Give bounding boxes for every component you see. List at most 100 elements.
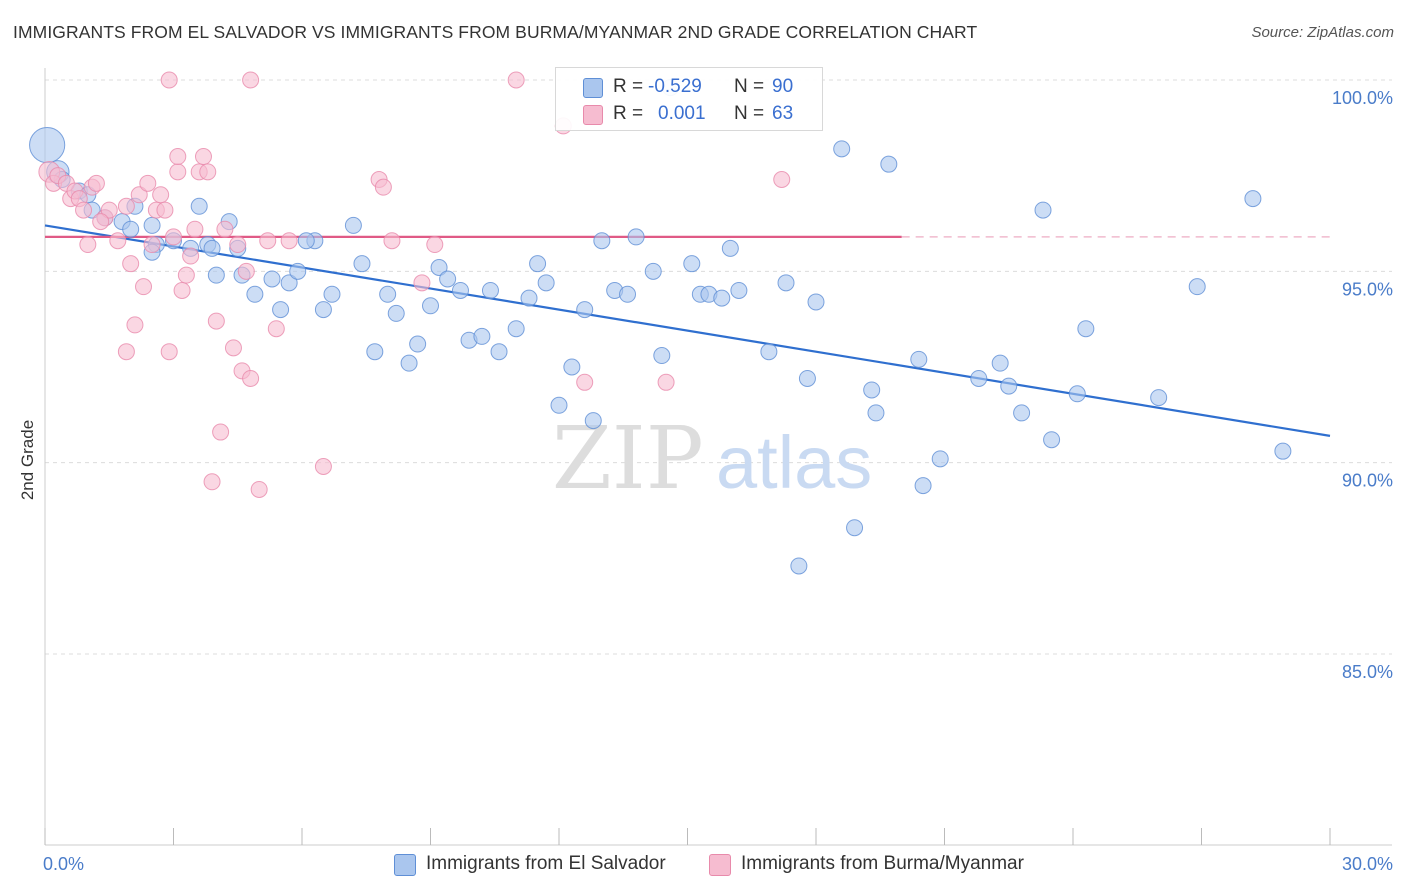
- point-burma-myanmar: [143, 236, 161, 254]
- point-burma-myanmar: [165, 228, 182, 246]
- point-burma-myanmar: [109, 232, 127, 250]
- point-burma-myanmar: [576, 373, 594, 391]
- point-el-salvador: [344, 216, 362, 234]
- point-el-salvador: [537, 274, 555, 292]
- point-burma-myanmar: [87, 174, 105, 192]
- point-el-salvador: [730, 281, 748, 299]
- point-el-salvador: [1274, 442, 1292, 460]
- trend-line-el-salvador: [44, 224, 1331, 437]
- point-el-salvador: [473, 327, 491, 345]
- point-el-salvador: [721, 239, 739, 257]
- point-el-salvador: [1077, 320, 1095, 338]
- legend-n-label: N =: [734, 76, 765, 97]
- chart-title: IMMIGRANTS FROM EL SALVADOR VS IMMIGRANT…: [13, 22, 978, 42]
- point-el-salvador: [584, 412, 602, 430]
- y-tick-labels: 85.0% 90.0% 95.0% 100.0%: [1332, 88, 1393, 682]
- point-el-salvador: [400, 354, 418, 372]
- point-el-salvador: [430, 259, 448, 277]
- point-burma-myanmar: [267, 320, 285, 338]
- legend-r-label: R =: [613, 76, 644, 97]
- point-burma-myanmar: [203, 473, 221, 491]
- legend-n-value: 90: [772, 76, 794, 97]
- point-el-salvador: [1034, 201, 1052, 219]
- point-el-salvador: [314, 301, 332, 319]
- legend-swatch-blue: [583, 78, 603, 98]
- point-el-salvador: [143, 216, 161, 234]
- point-el-salvador: [207, 266, 225, 284]
- point-burma-myanmar: [130, 186, 148, 204]
- legend-row-blue: R = -0.529 N = 90: [556, 74, 822, 100]
- point-burma-myanmar: [160, 71, 178, 89]
- y-axis-title: 2nd Grade: [18, 420, 37, 500]
- point-burma-myanmar: [122, 255, 140, 273]
- bottom-legend-swatch-pink: [709, 854, 731, 876]
- bottom-legend-label-blue: Immigrants from El Salvador: [426, 853, 666, 874]
- point-burma-myanmar: [186, 220, 204, 238]
- point-el-salvador: [970, 369, 988, 387]
- point-el-salvador: [777, 274, 795, 292]
- point-el-salvador: [550, 396, 568, 414]
- trend-lines: [44, 224, 1331, 437]
- y-tick-label: 90.0%: [1342, 471, 1393, 491]
- point-el-salvador: [863, 381, 881, 399]
- point-el-salvador: [297, 232, 315, 250]
- point-el-salvador: [263, 270, 281, 288]
- point-burma-myanmar: [374, 178, 392, 196]
- point-el-salvador: [644, 262, 662, 280]
- point-burma-myanmar: [79, 236, 97, 254]
- point-el-salvador: [190, 197, 208, 215]
- point-el-salvador: [122, 220, 140, 238]
- point-el-salvador: [29, 126, 66, 164]
- point-burma-myanmar: [224, 339, 242, 357]
- point-el-salvador: [1043, 431, 1061, 449]
- point-el-salvador: [451, 281, 469, 299]
- legend-r-label: R =: [613, 103, 644, 124]
- point-burma-myanmar: [259, 232, 277, 250]
- point-burma-myanmar: [383, 232, 401, 250]
- point-el-salvador: [366, 343, 384, 361]
- point-burma-myanmar: [160, 343, 178, 361]
- point-burma-myanmar: [280, 232, 298, 250]
- point-el-salvador: [387, 304, 405, 322]
- point-burma-myanmar: [135, 278, 153, 296]
- point-el-salvador: [379, 285, 397, 303]
- point-burma-myanmar: [194, 148, 212, 166]
- bottom-legend-swatch-blue: [394, 854, 416, 876]
- point-burma-myanmar: [152, 186, 170, 204]
- source-label: Source: ZipAtlas.com: [1251, 24, 1394, 41]
- point-burma-myanmar: [177, 266, 195, 284]
- point-burma-myanmar: [169, 148, 187, 166]
- point-burma-myanmar: [507, 71, 525, 89]
- point-el-salvador: [910, 350, 928, 368]
- legend-swatch-pink: [583, 105, 603, 125]
- point-el-salvador: [576, 301, 594, 319]
- y-tick-label: 95.0%: [1342, 279, 1393, 299]
- point-burma-myanmar: [199, 163, 217, 181]
- point-el-salvador: [619, 285, 637, 303]
- point-burma-myanmar: [100, 201, 118, 219]
- watermark-zip: ZIP: [552, 409, 704, 509]
- point-el-salvador: [991, 354, 1009, 372]
- point-burma-myanmar: [242, 369, 260, 387]
- point-burma-myanmar: [212, 423, 230, 441]
- point-el-salvador: [280, 274, 298, 292]
- point-el-salvador: [563, 358, 581, 376]
- point-el-salvador: [931, 450, 949, 468]
- point-el-salvador: [880, 155, 898, 173]
- y-tick-label: 100.0%: [1332, 88, 1393, 108]
- point-el-salvador: [683, 255, 701, 273]
- point-el-salvador: [481, 281, 499, 299]
- legend-n-value: 63: [772, 103, 794, 124]
- point-burma-myanmar: [229, 236, 247, 254]
- point-el-salvador: [272, 301, 290, 319]
- point-el-salvador: [529, 255, 547, 273]
- point-el-salvador: [439, 270, 457, 288]
- point-el-salvador: [653, 347, 671, 365]
- point-el-salvador: [289, 262, 307, 280]
- point-el-salvador: [323, 285, 341, 303]
- point-burma-myanmar: [314, 457, 332, 475]
- point-el-salvador: [914, 477, 932, 495]
- point-el-salvador: [409, 335, 427, 353]
- data-points: [29, 71, 1292, 575]
- point-burma-myanmar: [139, 174, 157, 192]
